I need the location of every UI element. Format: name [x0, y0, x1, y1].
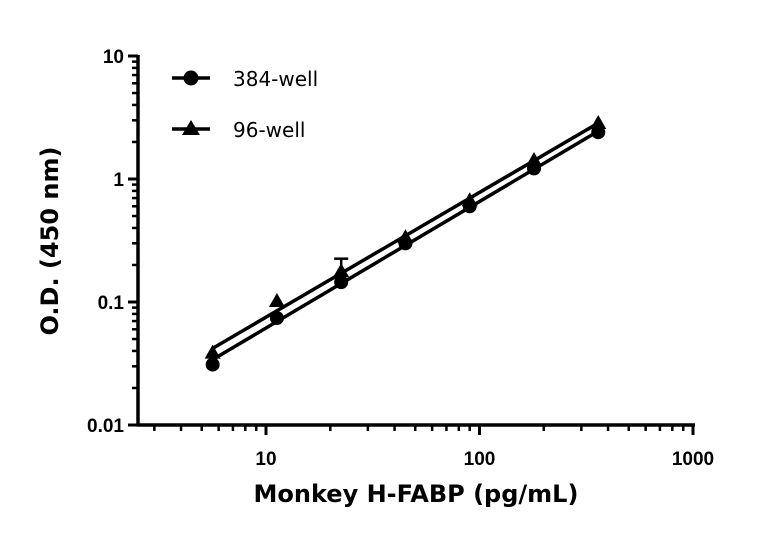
- x-tick-label: 1000: [672, 449, 714, 470]
- legend-item-96-well: 96-well: [172, 118, 305, 142]
- x-axis-ticks: 10 100 1000: [153, 425, 714, 470]
- y-axis-ticks: 0.01 0.1 1 10: [87, 47, 138, 437]
- y-tick-label: 0.1: [98, 293, 125, 314]
- triangle-marker: [397, 229, 414, 244]
- x-tick-label: 100: [464, 449, 496, 470]
- triangle-marker: [526, 152, 543, 167]
- triangle-marker: [590, 114, 607, 129]
- y-tick-label: 1: [113, 170, 124, 191]
- legend-label: 384-well: [233, 67, 318, 91]
- triangle-marker: [268, 293, 285, 307]
- x-axis-title: Monkey H-FABP (pg/mL): [254, 480, 579, 508]
- triangle-marker: [461, 192, 478, 207]
- triangle-marker-icon: [182, 120, 200, 135]
- y-tick-label: 0.01: [87, 416, 124, 437]
- legend-item-384-well: 384-well: [172, 67, 318, 91]
- y-tick-label: 10: [103, 47, 124, 68]
- triangle-marker: [204, 344, 221, 359]
- data-markers: [204, 114, 607, 372]
- legend-label: 96-well: [233, 118, 305, 142]
- circle-marker: [269, 311, 284, 326]
- y-axis-title: O.D. (450 nm): [36, 147, 64, 336]
- circle-marker: [205, 357, 220, 372]
- circle-marker: [334, 275, 349, 290]
- circle-marker-icon: [183, 70, 199, 86]
- triangle-marker: [333, 263, 350, 278]
- legend: 384-well 96-well: [172, 67, 318, 142]
- x-tick-label: 10: [255, 449, 276, 470]
